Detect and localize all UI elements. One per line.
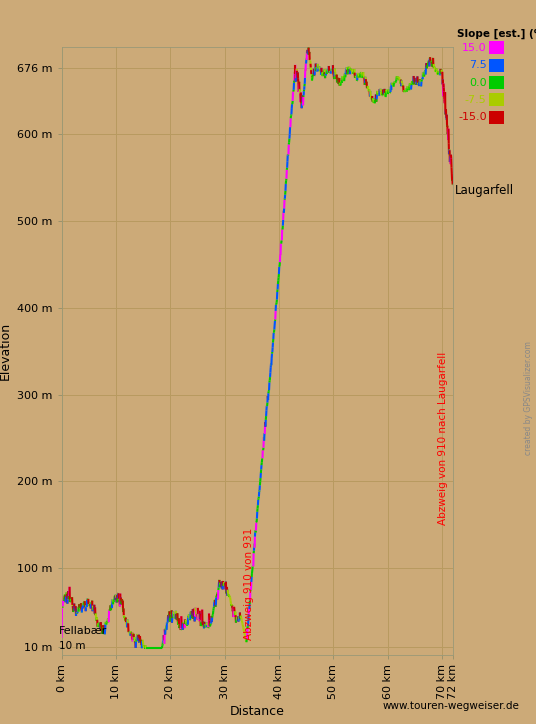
Text: Abzweig von 910 nach Laugarfell: Abzweig von 910 nach Laugarfell (438, 352, 448, 525)
Text: Laugarfell: Laugarfell (455, 184, 513, 197)
Y-axis label: Elevation: Elevation (0, 322, 12, 380)
Text: -15.0: -15.0 (458, 112, 487, 122)
Text: 15.0: 15.0 (462, 43, 487, 53)
Text: www.touren-wegweiser.de: www.touren-wegweiser.de (383, 701, 520, 711)
Text: -7.5: -7.5 (465, 95, 487, 105)
Text: Fellabær: Fellabær (59, 626, 107, 636)
Text: created by GPSVisualizer.com: created by GPSVisualizer.com (524, 341, 533, 455)
Text: 7.5: 7.5 (469, 60, 487, 70)
Text: 0.0: 0.0 (469, 77, 487, 88)
Text: Abzweig 910 von 931: Abzweig 910 von 931 (244, 527, 254, 639)
Text: Slope [est.] (%): Slope [est.] (%) (457, 29, 536, 39)
Text: 10 m: 10 m (59, 641, 85, 651)
X-axis label: Distance: Distance (230, 705, 285, 718)
